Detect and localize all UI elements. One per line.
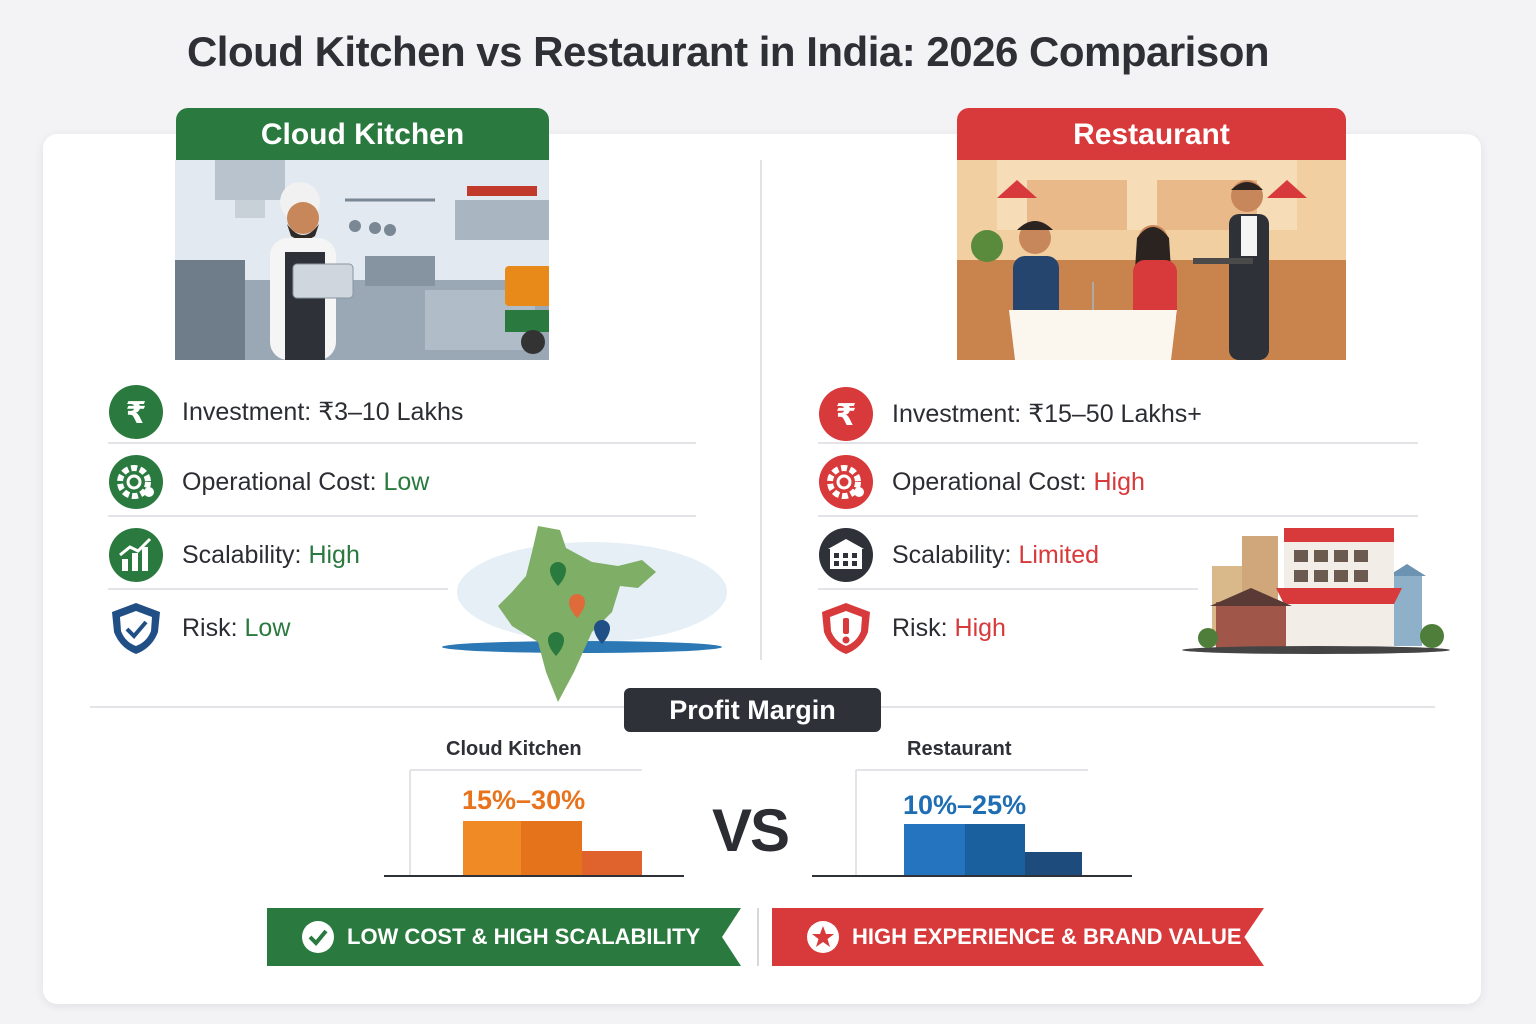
- check-circle-icon: [302, 921, 334, 953]
- rs-scalability-value: Limited: [1018, 540, 1100, 569]
- divider: [818, 588, 1198, 590]
- ck-feature-investment: ₹ Investment: ₹3–10 Lakhs: [108, 382, 463, 442]
- restaurant-building-illustration: [1182, 526, 1450, 656]
- ck-risk-value: Low: [244, 613, 291, 642]
- rs-risk-label: Risk:: [892, 613, 948, 642]
- ck-opcost-value: Low: [383, 467, 430, 496]
- rs-investment-label: Investment:: [892, 400, 1022, 428]
- page-title: Cloud Kitchen vs Restaurant in India: 20…: [186, 28, 1270, 75]
- growth-chart-icon: [109, 528, 163, 582]
- ck-risk-label: Risk:: [182, 613, 238, 642]
- high-experience-ribbon: HIGH EXPERIENCE & BRAND VALUE: [772, 908, 1264, 966]
- india-map-illustration: [442, 522, 727, 707]
- ck-feature-risk: Risk: Low: [108, 598, 290, 658]
- pm-restaurant-label: Restaurant: [907, 738, 1012, 760]
- ck-investment-label: Investment:: [182, 398, 312, 426]
- rupee-icon: ₹: [109, 385, 163, 439]
- high-experience-ribbon-text: HIGH EXPERIENCE & BRAND VALUE: [852, 924, 1242, 949]
- restaurant-header: Restaurant: [957, 108, 1346, 160]
- rs-risk-value: High: [954, 613, 1006, 642]
- ribbon-divider: [757, 908, 759, 966]
- cloud-kitchen-header: Cloud Kitchen: [176, 108, 549, 160]
- svg-text:₹: ₹: [836, 398, 857, 433]
- column-divider: [760, 160, 762, 660]
- divider: [108, 442, 696, 444]
- shield-alert-icon: [822, 603, 870, 654]
- restaurant-illustration: [957, 160, 1346, 360]
- svg-text:₹: ₹: [126, 396, 147, 431]
- ck-investment-value: ₹3–10 Lakhs: [318, 398, 464, 426]
- ck-feature-scalability: Scalability: High: [108, 525, 360, 585]
- star-circle-icon: [807, 921, 839, 953]
- divider: [818, 442, 1418, 444]
- building-icon: [819, 528, 873, 582]
- profit-margin-badge: Profit Margin: [624, 688, 881, 732]
- cloud-kitchen-illustration: [175, 160, 549, 360]
- gear-icon: [819, 455, 873, 509]
- divider: [818, 515, 1418, 517]
- divider: [108, 588, 448, 590]
- gear-icon: [109, 455, 163, 509]
- divider: [108, 515, 696, 517]
- rs-opcost-value: High: [1093, 467, 1145, 496]
- rs-opcost-label: Operational Cost:: [892, 467, 1087, 496]
- pm-restaurant-chart: [812, 768, 1132, 880]
- rs-feature-investment: ₹ Investment: ₹15–50 Lakhs+: [818, 384, 1202, 444]
- pm-restaurant-value: 10%–25%: [903, 790, 1027, 820]
- rupee-icon: ₹: [819, 387, 873, 441]
- rs-feature-risk: Risk: High: [818, 598, 1006, 658]
- rs-investment-value: ₹15–50 Lakhs+: [1028, 400, 1202, 428]
- low-cost-ribbon: LOW COST & HIGH SCALABILITY: [267, 908, 741, 966]
- ck-scalability-value: High: [308, 540, 360, 569]
- pm-cloud-kitchen-chart: [384, 768, 684, 880]
- rs-scalability-label: Scalability:: [892, 540, 1012, 569]
- ck-feature-operational-cost: Operational Cost: Low: [108, 452, 429, 512]
- pm-cloud-kitchen-value: 15%–30%: [462, 785, 586, 815]
- ck-scalability-label: Scalability:: [182, 540, 302, 569]
- rs-feature-operational-cost: Operational Cost: High: [818, 452, 1145, 512]
- ck-opcost-label: Operational Cost:: [182, 467, 377, 496]
- shield-check-icon: [112, 603, 160, 654]
- rs-feature-scalability: Scalability: Limited: [818, 525, 1099, 585]
- vs-label: VS: [712, 797, 790, 864]
- low-cost-ribbon-text: LOW COST & HIGH SCALABILITY: [347, 924, 701, 949]
- pm-cloud-kitchen-label: Cloud Kitchen: [446, 738, 582, 760]
